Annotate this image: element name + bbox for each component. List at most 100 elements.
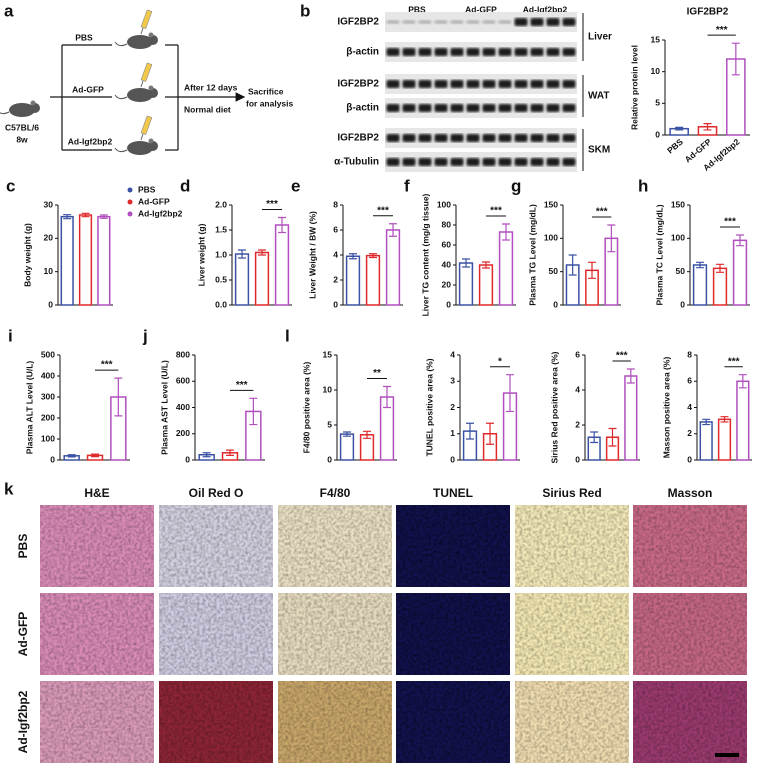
blot-band [482, 134, 496, 142]
y-tick-label: 5 [327, 419, 332, 429]
blot-band [450, 134, 464, 142]
error-bar [608, 427, 617, 447]
y-tick-label: 800 [176, 349, 190, 359]
y-tick-label: 2 [333, 274, 338, 284]
error-bar [226, 449, 234, 457]
micrograph-texture [515, 593, 629, 675]
blot-band [530, 80, 544, 88]
blot-band [562, 104, 576, 112]
blot-membrane [385, 128, 577, 148]
blot-band [530, 134, 544, 142]
error-bar [482, 261, 490, 269]
error-bar [81, 212, 90, 218]
micrograph-texture [40, 593, 154, 675]
significance: *** [266, 199, 278, 210]
bar [736, 380, 750, 461]
blot-band [498, 134, 512, 142]
error-bar [696, 261, 704, 269]
bar [254, 251, 270, 306]
mouse-head [148, 88, 158, 98]
y-tick-label: 100 [41, 433, 55, 443]
blot-band [418, 104, 432, 112]
blot-band [418, 158, 432, 166]
panel-letter: e [291, 176, 300, 195]
y-tick-label: 200 [41, 412, 55, 422]
blot-band [546, 80, 560, 88]
blot-row-label: β-actin [346, 47, 379, 58]
y-tick-label: 30 [44, 199, 54, 209]
blot-band [514, 158, 528, 166]
y-tick-label: 10 [651, 66, 661, 76]
mouse-head [30, 103, 40, 113]
blot-band [514, 134, 528, 142]
column-header: F4/80 [320, 486, 351, 500]
significance: *** [490, 206, 502, 217]
y-tick-label: 4 [450, 349, 455, 359]
bar [345, 255, 361, 306]
column-header: H&E [84, 486, 109, 500]
needle [140, 80, 144, 88]
significance: *** [596, 207, 608, 218]
y-axis-label: Sirius Red positive area (%) [549, 351, 559, 463]
needle [140, 27, 144, 35]
mouse-ear [148, 85, 154, 91]
needle [140, 133, 144, 141]
blot-band [402, 134, 416, 142]
legend-label: Ad-GFP [138, 196, 170, 206]
micrograph-texture [278, 681, 392, 763]
syringe [140, 115, 153, 135]
blot-band [450, 104, 464, 112]
error-bar [731, 42, 740, 76]
bar [624, 375, 638, 461]
blot-band [546, 18, 560, 26]
error-bar [114, 377, 123, 417]
blot-band [466, 80, 480, 88]
blot-band [402, 80, 416, 88]
blot-band [562, 18, 576, 26]
y-tick-label: 4 [687, 402, 692, 412]
blot-group: Ad-Igf2bp2 [523, 4, 568, 14]
panel-letter: a [4, 1, 14, 20]
blot-membrane [385, 152, 577, 172]
error-bar [343, 431, 351, 437]
blot-band [450, 80, 464, 88]
y-tick-label: 2 [450, 402, 455, 412]
panel-letter: k [4, 479, 14, 498]
y-tick-label: 15 [323, 349, 333, 359]
error-bar [736, 234, 744, 247]
histology-grid: H&E Oil Red O F4/80 TUNEL Sirius Red Masson PB… [16, 486, 747, 763]
y-axis-label: Liver Weight / BW (%) [307, 211, 317, 299]
y-tick-label: 4 [333, 249, 338, 259]
y-tick-label: 20 [442, 279, 452, 289]
blot-band [418, 80, 432, 88]
y-tick-label: 4 [575, 384, 580, 394]
mouse-body [127, 35, 153, 49]
micrograph-texture [396, 505, 510, 587]
blot-band [434, 158, 448, 166]
y-tick-label: 0 [48, 299, 53, 309]
error-bar [588, 261, 596, 279]
micrograph-texture [40, 681, 154, 763]
y-tick-label: 5 [655, 98, 660, 108]
tissue-label: WAT [588, 91, 609, 102]
blot-band [562, 80, 576, 88]
significance: *** [724, 217, 736, 228]
panel-letter: c [6, 176, 15, 195]
error-bar [462, 258, 470, 268]
y-tick-label: 0 [655, 129, 660, 139]
micrograph-texture [633, 681, 747, 763]
micrograph-texture [159, 681, 273, 763]
mouse-ear [148, 32, 154, 38]
y-axis-label: TUNEL positive area (%) [424, 358, 434, 456]
y-axis-label: Plasma TC Level (mg/dL) [654, 204, 664, 305]
significance: * [498, 356, 502, 367]
blot-band [402, 48, 416, 56]
error-bar [506, 374, 514, 413]
y-tick-label: 400 [176, 402, 190, 412]
mouse-icons [0, 9, 158, 155]
y-tick-label: 2.0 [215, 199, 227, 209]
bar [274, 224, 290, 306]
mouse-ear [148, 138, 154, 144]
error-bar [99, 214, 108, 219]
